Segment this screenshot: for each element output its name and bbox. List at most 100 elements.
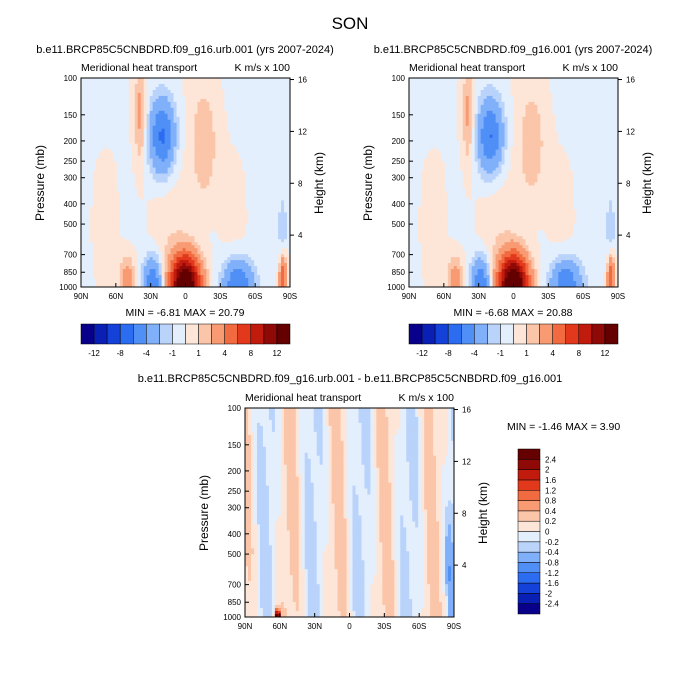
heatmap-cell (218, 227, 222, 231)
heatmap-cell (104, 188, 109, 192)
heatmap-cell (182, 173, 186, 177)
heatmap-cell (149, 236, 154, 240)
heatmap-cell (179, 215, 183, 219)
heatmap-cell (272, 161, 276, 165)
heatmap-cell (119, 224, 124, 228)
heatmap-cell (242, 158, 246, 162)
heatmap-cell (224, 152, 228, 157)
heatmap-cell (170, 182, 174, 186)
heatmap-cell (278, 116, 282, 121)
heatmap-cell (215, 191, 219, 195)
heatmap-cell (191, 131, 195, 136)
heatmap-cell (83, 128, 88, 133)
heatmap-cell (131, 170, 136, 174)
heatmap-cell (89, 257, 94, 261)
heatmap-cell (272, 206, 276, 210)
heatmap-cell (260, 209, 264, 213)
heatmap-cell (143, 260, 148, 264)
heatmap-cell (188, 128, 192, 133)
heatmap-cell (191, 278, 195, 282)
heatmap-cell (236, 116, 240, 121)
heatmap-cell (266, 107, 270, 112)
heatmap-cell (269, 242, 273, 246)
heatmap-cell (185, 188, 189, 192)
heatmap-cell (104, 278, 109, 282)
heatmap-cell (98, 278, 103, 282)
heatmap-cell (188, 101, 192, 106)
heatmap-cell (158, 215, 163, 219)
heatmap-cell (185, 194, 189, 198)
heatmap-cell (209, 206, 213, 210)
heatmap-cell (161, 203, 165, 207)
heatmap-cell (137, 155, 142, 160)
heatmap-cell (173, 104, 177, 109)
heatmap-cell (98, 179, 103, 183)
heatmap-cell (248, 254, 252, 258)
heatmap-cell (98, 272, 103, 276)
heatmap-cell (179, 221, 183, 225)
heatmap-cell (227, 218, 231, 222)
heatmap-cell (224, 191, 228, 195)
heatmap-cell (116, 107, 121, 112)
heatmap-cell (281, 248, 285, 252)
heatmap-cell (203, 257, 207, 261)
heatmap-cell (257, 143, 261, 148)
heatmap-cell (266, 200, 270, 204)
heatmap-cell (143, 116, 148, 121)
heatmap-cell (158, 233, 163, 237)
heatmap-cell (170, 203, 174, 207)
heatmap-cell (194, 257, 198, 261)
heatmap-cell (113, 101, 118, 106)
heatmap-cell (233, 164, 237, 168)
heatmap-cell (89, 182, 94, 186)
heatmap-cell (104, 78, 109, 82)
heatmap-cell (113, 194, 118, 198)
heatmap-cell (152, 179, 157, 183)
heatmap-cell (101, 167, 106, 171)
heatmap-cell (230, 278, 234, 282)
heatmap-cell (158, 92, 163, 97)
heatmap-cell (164, 227, 168, 231)
heatmap-cell (233, 134, 237, 139)
heatmap-cell (146, 269, 151, 273)
heatmap-cell (98, 116, 103, 121)
heatmap-cell (152, 194, 157, 198)
heatmap-cell (89, 131, 94, 136)
heatmap-cell (95, 158, 100, 162)
heatmap-cell (281, 131, 285, 136)
heatmap-cell (260, 128, 264, 133)
heatmap-cell (230, 206, 234, 210)
heatmap-cell (104, 125, 109, 130)
heatmap-cell (242, 134, 246, 139)
heatmap-cell (170, 281, 174, 285)
heatmap-cell (221, 137, 225, 142)
heatmap-cell (81, 128, 85, 133)
heatmap-cell (212, 266, 216, 270)
heatmap-cell (158, 131, 163, 136)
heatmap-cell (137, 122, 142, 127)
heatmap-cell (260, 278, 264, 282)
heatmap-cell (242, 149, 246, 154)
heatmap-cell (104, 143, 109, 148)
heatmap-cell (125, 176, 130, 180)
heatmap-cell (113, 233, 118, 237)
heatmap-cell (233, 188, 237, 192)
heatmap-cell (179, 122, 183, 127)
heatmap-cell (170, 113, 174, 118)
heatmap-cell (248, 224, 252, 228)
heatmap-cell (104, 257, 109, 261)
heatmap-cell (140, 224, 145, 228)
heatmap-cell (260, 107, 264, 112)
heatmap-cell (209, 260, 213, 264)
heatmap-cell (116, 98, 121, 103)
heatmap-cell (143, 95, 148, 100)
heatmap-cell (86, 89, 91, 94)
heatmap-cell (200, 134, 204, 139)
heatmap-cell (164, 113, 168, 118)
heatmap-cell (257, 266, 261, 270)
heatmap-cell (101, 275, 106, 279)
heatmap-cell (182, 275, 186, 279)
heatmap-cell (128, 104, 133, 109)
heatmap-cell (188, 194, 192, 198)
heatmap-cell (227, 215, 231, 219)
